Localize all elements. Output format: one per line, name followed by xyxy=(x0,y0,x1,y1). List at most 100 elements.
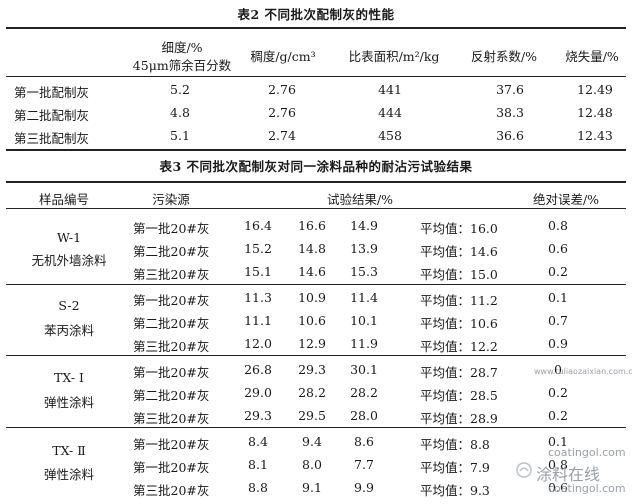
t3-v3: 28.0 xyxy=(350,408,378,423)
t3-avg: 平均值：28.7 xyxy=(420,365,498,380)
t3-header-result: 试验结果/% xyxy=(326,192,394,207)
t3-v3: 28.2 xyxy=(350,385,378,400)
t3-err: 0.1 xyxy=(548,290,568,305)
table3-group-rule xyxy=(6,355,626,356)
t3-v1: 15.1 xyxy=(244,264,272,279)
t3-header-sample: 样品编号 xyxy=(38,192,89,207)
t3-sample-code: TX- Ⅰ xyxy=(54,370,84,385)
table2-top-rule xyxy=(6,27,626,29)
t3-v1: 8.8 xyxy=(248,480,268,495)
t3-header-error: 绝对误差/% xyxy=(532,192,600,207)
t3-source: 第三批20#灰 xyxy=(133,483,210,498)
t3-sample-name: 弹性涂料 xyxy=(43,467,94,482)
watermark-site-small: www.tuliaozaixian.com.cn xyxy=(534,367,632,376)
t3-v2: 28.2 xyxy=(298,385,326,400)
table3-group-rule xyxy=(6,427,626,428)
t3-v1: 26.8 xyxy=(244,362,272,377)
t3-v2: 29.3 xyxy=(298,362,326,377)
t3-source: 第三批20#灰 xyxy=(133,267,210,282)
t3-avg: 平均值：11.2 xyxy=(420,293,498,308)
t3-err: 0.6 xyxy=(548,480,568,495)
t3-v2: 10.6 xyxy=(298,313,326,328)
t3-err: 0.1 xyxy=(548,434,568,449)
t3-err: 0.2 xyxy=(548,264,568,279)
t3-err: 0.8 xyxy=(548,457,568,472)
t2-header-fineness-line1: 细度/% xyxy=(161,40,203,55)
t3-avg: 平均值：12.2 xyxy=(420,339,498,354)
t2-row-name: 第三批配制灰 xyxy=(14,131,90,146)
t3-sample-code: TX- Ⅱ xyxy=(52,443,86,458)
t3-source: 第一批20#灰 xyxy=(133,460,210,475)
t2-reflect: 36.6 xyxy=(496,128,524,143)
watermark-site-en-mid: coatingol.com xyxy=(548,446,626,459)
t2-area: 458 xyxy=(378,128,402,143)
t3-source: 第一批20#灰 xyxy=(133,221,210,236)
t2-row-name: 第二批配制灰 xyxy=(14,108,90,123)
t3-avg: 平均值：8.8 xyxy=(420,437,490,452)
coating-logo-icon xyxy=(516,462,532,478)
table2-bottom-rule xyxy=(6,149,626,151)
table3-header-rule xyxy=(6,208,626,209)
t3-sample-name: 无机外墙涂料 xyxy=(31,253,107,268)
t3-header-source: 污染源 xyxy=(152,192,190,207)
t3-source: 第二批20#灰 xyxy=(133,316,210,331)
t2-header-reflect: 反射系数/% xyxy=(470,49,538,64)
t3-err: 0.6 xyxy=(548,241,568,256)
t3-v2: 16.6 xyxy=(298,218,326,233)
t3-v1: 11.1 xyxy=(244,313,272,328)
t3-source: 第一批20#灰 xyxy=(133,437,210,452)
t3-sample-code: S-2 xyxy=(58,298,80,313)
t2-fineness: 5.2 xyxy=(170,82,190,97)
t2-density: 2.76 xyxy=(268,82,296,97)
t2-fineness: 5.1 xyxy=(170,128,190,143)
t3-v2: 12.9 xyxy=(298,336,326,351)
watermark-brand-cn: 涂料在线 xyxy=(536,465,601,484)
table2-title: 表2 不同批次配制灰的性能 xyxy=(237,7,395,22)
t3-v3: 9.9 xyxy=(354,480,374,495)
t3-avg: 平均值：28.5 xyxy=(420,388,498,403)
t3-sample-code: W-1 xyxy=(56,230,82,245)
t3-v3: 13.9 xyxy=(350,241,378,256)
t2-reflect: 38.3 xyxy=(496,105,524,120)
t2-row-name: 第一批配制灰 xyxy=(14,85,90,100)
t3-v1: 8.4 xyxy=(248,434,268,449)
t3-v2: 14.8 xyxy=(298,241,326,256)
t3-avg: 平均值：7.9 xyxy=(420,460,490,475)
t3-v2: 9.1 xyxy=(302,480,322,495)
t2-area: 444 xyxy=(378,105,402,120)
t3-source: 第一批20#灰 xyxy=(133,365,210,380)
t2-fineness: 4.8 xyxy=(170,105,190,120)
t3-v1: 11.3 xyxy=(244,290,272,305)
t3-v1: 29.0 xyxy=(244,385,272,400)
t3-v3: 10.1 xyxy=(350,313,378,328)
t3-v3: 14.9 xyxy=(350,218,378,233)
t2-loss: 12.48 xyxy=(577,105,613,120)
t3-source: 第三批20#灰 xyxy=(133,339,210,354)
t2-loss: 12.49 xyxy=(577,82,613,97)
t3-v2: 9.4 xyxy=(302,434,322,449)
t3-source: 第一批20#灰 xyxy=(133,293,210,308)
t3-v3: 11.4 xyxy=(350,290,378,305)
table3-group-rule xyxy=(6,284,626,285)
table3-top-rule xyxy=(6,181,626,183)
t2-density: 2.76 xyxy=(268,105,296,120)
t3-v1: 8.1 xyxy=(248,457,268,472)
t3-sample-name: 弹性涂料 xyxy=(43,395,94,410)
watermark-brand-en: coatingol.com xyxy=(548,482,626,495)
t3-v3: 11.9 xyxy=(350,336,378,351)
t3-err: 0.2 xyxy=(548,385,568,400)
t3-avg: 平均值：14.6 xyxy=(420,244,498,259)
t3-avg: 平均值：15.0 xyxy=(420,267,498,282)
t3-v3: 15.3 xyxy=(350,264,378,279)
t3-v1: 29.3 xyxy=(244,408,272,423)
t3-avg: 平均值：10.6 xyxy=(420,316,498,331)
t2-area: 441 xyxy=(378,82,402,97)
t3-err: 0 xyxy=(554,362,562,377)
t3-err: 0.9 xyxy=(548,336,568,351)
t2-reflect: 37.6 xyxy=(496,82,524,97)
t3-err: 0.2 xyxy=(548,408,568,423)
t3-avg: 平均值：28.9 xyxy=(420,411,498,426)
t3-v2: 14.6 xyxy=(298,264,326,279)
t3-v3: 8.6 xyxy=(354,434,374,449)
t3-source: 第二批20#灰 xyxy=(133,388,210,403)
